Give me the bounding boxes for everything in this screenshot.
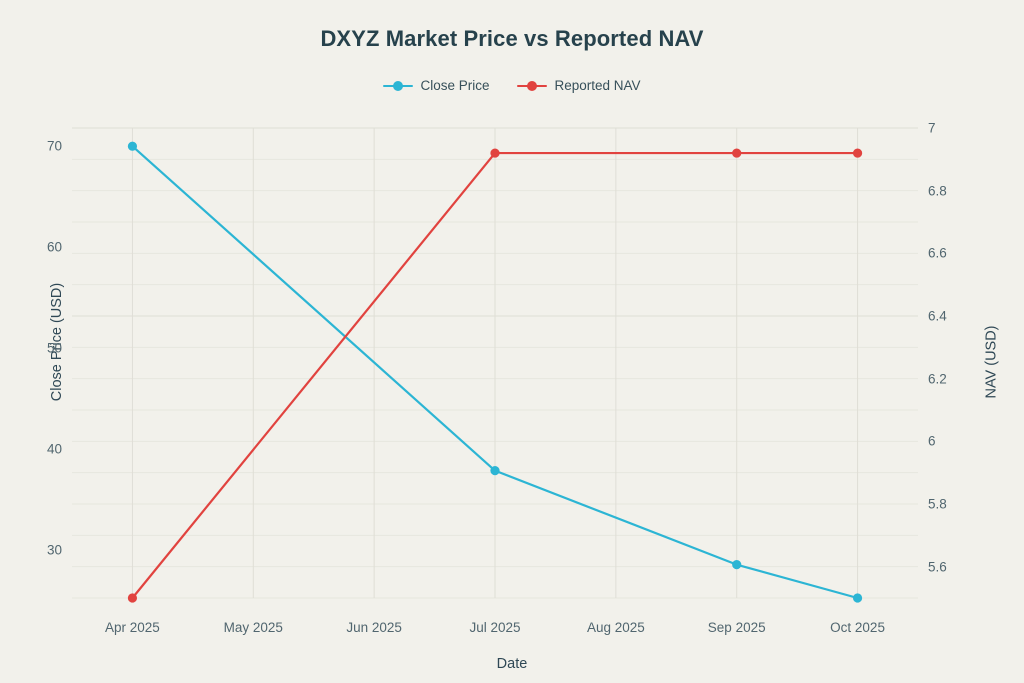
x-axis-tick: Apr 2025 — [105, 620, 160, 635]
data-point[interactable] — [490, 466, 500, 476]
data-point[interactable] — [852, 593, 863, 603]
y-axis-right-tick: 7 — [928, 120, 936, 136]
y-axis-right-tick: 6.2 — [928, 371, 947, 387]
y-axis-right-tick: 6.4 — [928, 308, 947, 324]
data-point[interactable] — [490, 148, 500, 158]
y-axis-right-tick: 5.6 — [928, 559, 947, 575]
y-axis-left-tick: 60 — [46, 239, 62, 255]
y-axis-right-tick: 6 — [928, 433, 936, 449]
chart-title: DXYZ Market Price vs Reported NAV — [320, 26, 704, 51]
legend-marker-reported-nav — [517, 80, 548, 92]
chart-legend: Close Price Reported NAV — [0, 78, 1024, 93]
y-axis-left-tick: 40 — [46, 441, 62, 457]
y-axis-left-tick: 50 — [46, 340, 62, 356]
x-axis-tick: Jun 2025 — [346, 620, 402, 635]
x-axis-tick: Jul 2025 — [469, 620, 521, 635]
x-axis-tick: Aug 2025 — [586, 620, 645, 635]
legend-label-close-price: Close Price — [420, 78, 490, 93]
data-point[interactable] — [127, 141, 138, 151]
data-point[interactable] — [732, 148, 742, 158]
data-point[interactable] — [732, 560, 742, 570]
y-axis-right-tick: 5.8 — [928, 496, 947, 512]
legend-marker-close-price — [383, 80, 414, 92]
y-axis-right-tick: 6.6 — [928, 245, 947, 261]
y-axis-left-tick: 70 — [46, 138, 62, 154]
plot-area — [72, 127, 918, 603]
legend-label-reported-nav: Reported NAV — [554, 78, 641, 93]
data-point[interactable] — [852, 148, 863, 158]
series-line-reported-nav — [131, 151, 859, 600]
x-axis-tick: May 2025 — [223, 620, 283, 635]
grid-lines — [72, 127, 918, 599]
y-axis-right-tick: 6.8 — [928, 183, 947, 199]
series-line-close-price — [131, 145, 859, 600]
y-axis-left-tick: 30 — [46, 542, 62, 558]
y-axis-right-label: NAV (USD) — [983, 325, 1000, 399]
data-series-layer — [127, 141, 863, 603]
legend-item-reported-nav[interactable]: Reported NAV — [517, 78, 641, 93]
x-axis-label: Date — [496, 656, 528, 672]
legend-item-close-price[interactable]: Close Price — [383, 78, 489, 93]
data-point[interactable] — [127, 593, 138, 603]
x-axis-tick: Oct 2025 — [830, 620, 885, 635]
x-axis-tick: Sep 2025 — [707, 620, 766, 635]
